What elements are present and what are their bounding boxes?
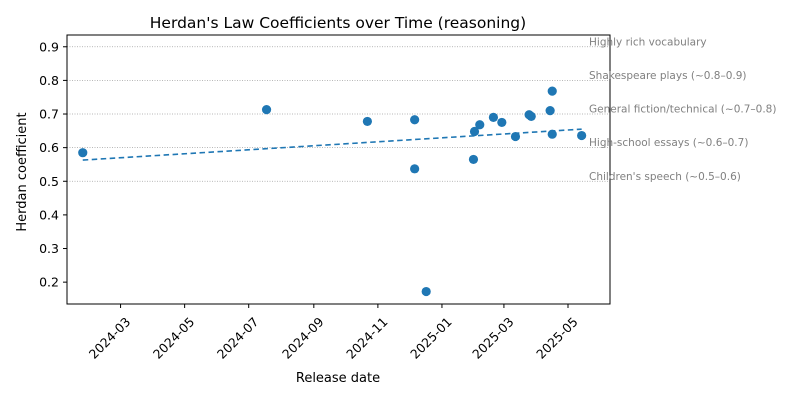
x-tick-label: 2024-07 — [214, 314, 262, 362]
trend-line — [82, 128, 582, 161]
reference-label: General fiction/technical (~0.7–0.8) — [589, 104, 776, 116]
y-tick-label: 0.3 — [39, 241, 59, 256]
data-point — [577, 130, 587, 141]
data-point — [468, 154, 479, 165]
data-point — [410, 115, 420, 125]
y-tick-label: 0.9 — [39, 39, 59, 54]
y-tick-label: 0.6 — [39, 140, 59, 155]
x-tick-label: 2024-11 — [343, 314, 391, 362]
x-tick-label: 2024-03 — [86, 314, 134, 362]
data-point — [261, 105, 272, 115]
x-tick-label: 2025-05 — [533, 314, 581, 362]
x-axis-label: Release date — [296, 371, 380, 386]
data-point — [421, 286, 431, 297]
reference-labels: Highly rich vocabulary Shakespeare plays … — [589, 36, 776, 183]
y-tick-label: 0.2 — [39, 275, 59, 290]
data-point — [497, 117, 507, 128]
data-point — [78, 148, 88, 158]
y-tick-label: 0.7 — [39, 107, 59, 122]
reference-label: Children's speech (~0.5–0.6) — [589, 171, 741, 183]
y-axis-label: Herdan coefficient — [15, 112, 30, 231]
plot-frame — [66, 34, 611, 305]
data-point — [475, 120, 485, 130]
reference-label: High-school essays (~0.6–0.7) — [589, 137, 748, 149]
reference-label: Highly rich vocabulary — [589, 36, 707, 48]
x-tick-label: 2024-09 — [279, 314, 327, 362]
x-tick-label: 2025-03 — [469, 314, 517, 362]
data-point — [410, 164, 420, 174]
data-point — [510, 131, 521, 142]
data-point — [526, 111, 536, 121]
y-axis: 0.2 0.3 0.4 0.5 0.6 0.7 0.8 0.9 — [39, 39, 67, 290]
x-tick-label: 2025-01 — [407, 314, 455, 362]
data-point — [545, 106, 555, 116]
reference-label: Shakespeare plays (~0.8–0.9) — [589, 70, 747, 82]
trend-line-group — [82, 128, 582, 161]
y-tick-label: 0.5 — [39, 174, 59, 189]
data-point — [488, 112, 499, 122]
x-axis: 2024-03 2024-05 2024-07 2024-09 2024-11 2025-… — [86, 304, 581, 362]
y-tick-label: 0.4 — [39, 207, 59, 222]
x-tick-label: 2024-05 — [150, 314, 198, 362]
data-points — [78, 86, 587, 297]
data-point — [362, 116, 372, 127]
y-tick-label: 0.8 — [39, 73, 59, 88]
reference-lines — [67, 46, 610, 182]
chart-title: Herdan's Law Coefficients over Time (rea… — [150, 14, 526, 32]
data-point — [469, 126, 480, 137]
data-point — [547, 129, 557, 139]
data-point — [547, 86, 557, 96]
